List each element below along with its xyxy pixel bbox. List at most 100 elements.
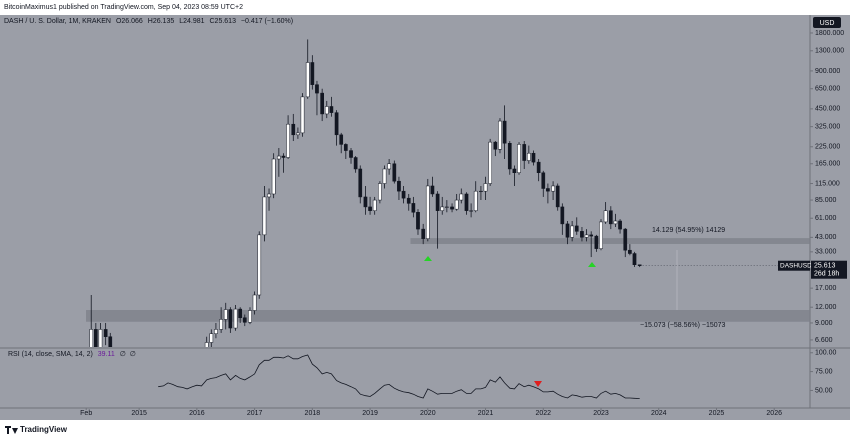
candle-body	[469, 210, 473, 212]
rsi-legend: RSI (14, close, SMA, 14, 2) 39.11 ∅ ∅	[8, 351, 136, 358]
candle-body	[473, 190, 478, 211]
ticker-box	[778, 260, 810, 271]
y-tick-label: 9.000	[815, 320, 833, 327]
candle-body	[343, 144, 348, 151]
candle-body	[613, 220, 618, 225]
candle-body	[623, 228, 628, 251]
candle-body	[502, 120, 507, 144]
x-tick-label: 2017	[247, 410, 263, 417]
ohlc-label: O	[116, 18, 122, 25]
publisher: BitcoinMaximus1 published on TradingView…	[4, 4, 243, 11]
candle-body	[618, 220, 622, 230]
candle-body	[98, 329, 103, 347]
rsi-title: RSI (14, close, SMA, 14, 2)	[8, 351, 93, 358]
candle-body	[248, 310, 252, 323]
candle-body	[204, 342, 209, 347]
candle-body	[570, 225, 574, 238]
x-tick-label: 2020	[420, 410, 436, 417]
candle-body	[599, 221, 603, 249]
rsi-na: ∅	[120, 351, 126, 358]
candle-body	[483, 183, 488, 192]
candle-body	[512, 168, 517, 174]
candle-body	[440, 206, 445, 211]
candle-body	[108, 336, 113, 347]
candle-body	[320, 92, 325, 115]
candle-body	[392, 163, 397, 182]
annotation: −15.073 (−58.56%) −15073	[640, 322, 726, 329]
rsi-line	[158, 354, 640, 399]
candle-body	[382, 168, 387, 184]
annotation: 14.129 (54.95%) 14129	[652, 227, 725, 234]
candle-body	[89, 329, 94, 347]
candle-body	[560, 206, 565, 225]
candle-body	[603, 210, 608, 223]
ohlc-label: H	[148, 18, 153, 25]
candle-body	[228, 309, 233, 329]
chart-background	[0, 15, 850, 420]
rsi-na: ∅	[130, 351, 136, 358]
candle-body	[209, 333, 214, 343]
candle-body	[488, 141, 493, 184]
candle-body	[574, 225, 579, 232]
currency-button[interactable]	[813, 17, 841, 28]
y-tick-label: 17.000	[815, 285, 837, 292]
currency-label[interactable]: USD	[820, 20, 835, 27]
x-tick-label: 2022	[535, 410, 551, 417]
y-tick-label: 1300.000	[815, 48, 844, 55]
x-tick-label: 2023	[593, 410, 609, 417]
candle-body	[353, 157, 358, 170]
ohlc-value: 26.066	[121, 18, 143, 25]
rsi-tick-label: 75.00	[815, 368, 833, 375]
y-tick-label: 900.000	[815, 68, 840, 75]
candle-body	[628, 249, 632, 254]
candle-body	[411, 203, 416, 213]
candle-body	[397, 180, 401, 192]
candle-body	[459, 193, 464, 201]
axes: 1800.000 1300.000 900.000 650.000 450.000 325…	[80, 30, 847, 417]
candle-body	[277, 155, 281, 160]
y-tick-label: 325.000	[815, 124, 840, 131]
candle-body	[421, 228, 426, 239]
countdown-label: 26d 18h	[814, 271, 839, 278]
candle-body	[339, 134, 344, 145]
candle-body	[425, 185, 430, 239]
ohlc-value: 25.613	[215, 18, 237, 25]
candle-body	[358, 168, 363, 198]
candle-body	[531, 152, 536, 163]
candle-body	[233, 308, 238, 329]
ohlc-label: C	[209, 18, 214, 25]
candle-body	[223, 309, 228, 320]
candle-body	[526, 152, 531, 161]
last-price-box	[811, 260, 847, 279]
y-tick-label: 61.000	[815, 215, 837, 222]
x-tick-label: 2025	[709, 410, 725, 417]
candle-body	[406, 197, 411, 204]
x-tick-label: 2026	[766, 410, 782, 417]
y-tick-label: 85.000	[815, 197, 837, 204]
candle-body	[565, 223, 570, 238]
candle-body	[238, 308, 243, 318]
candle-body	[387, 163, 391, 170]
candle-body	[214, 329, 218, 334]
candle-body	[555, 185, 560, 208]
y-tick-label: 33.000	[815, 249, 837, 256]
y-tick-label: 650.000	[815, 86, 840, 93]
support-arrow	[424, 256, 432, 261]
candle-body	[315, 84, 319, 94]
candle-body	[637, 264, 642, 266]
candle-body	[262, 196, 267, 236]
candle-body	[252, 294, 257, 311]
change: −0.417 (−1.60%)	[241, 18, 293, 25]
candle-body	[551, 185, 555, 192]
y-tick-label: 115.000	[815, 180, 840, 187]
candle-body	[368, 206, 372, 211]
ohlc-value: 26.135	[153, 18, 175, 25]
candle-body	[305, 62, 310, 98]
candle-body	[430, 185, 435, 195]
candle-body	[257, 234, 262, 296]
candle-body	[450, 206, 454, 210]
candle-body	[296, 132, 300, 136]
divergence-arrow	[534, 381, 542, 387]
x-tick-label: 2015	[131, 410, 147, 417]
rsi-tick-label: 50.00	[815, 387, 833, 394]
